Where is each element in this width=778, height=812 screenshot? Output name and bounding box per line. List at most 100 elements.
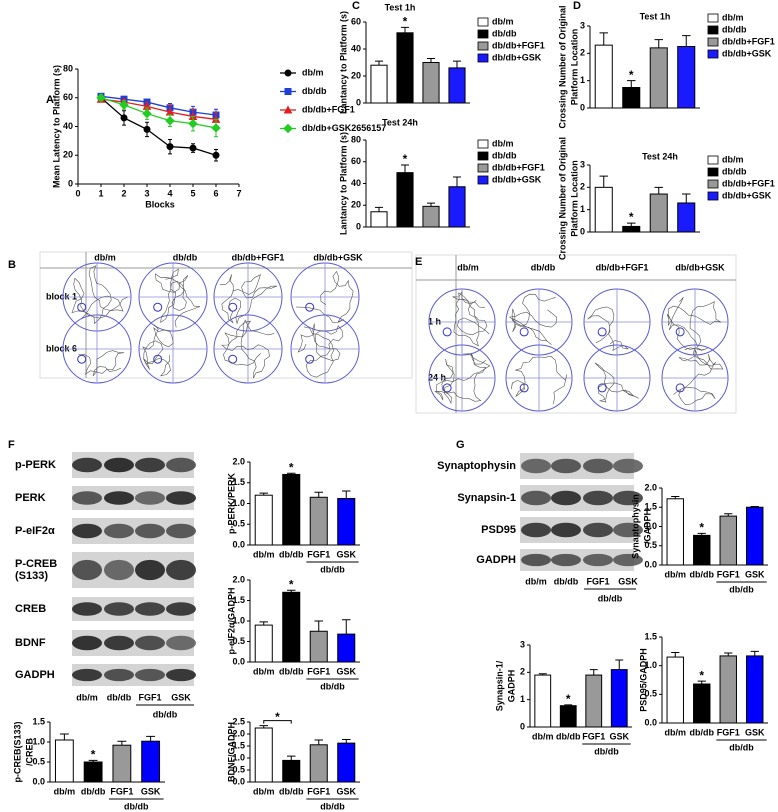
y-tick-label: 0.5 (232, 636, 245, 646)
bar (54, 739, 74, 783)
y-axis-label: Mean Latency to Platform (s) (51, 65, 61, 188)
bar (448, 67, 466, 104)
panel-label: C (352, 0, 360, 12)
blot-lane-label: db/m (76, 692, 98, 702)
y-axis-label: Lantancy to Platform (s) (338, 11, 348, 114)
series-line (100, 97, 217, 156)
panel-label: D (573, 0, 581, 12)
blot-band (72, 491, 102, 505)
y-tick-label: 60 (63, 92, 73, 102)
platform (305, 302, 315, 312)
group-label: db/db (320, 801, 345, 811)
error-bar (671, 651, 680, 658)
y-tick-label: 1.5 (232, 595, 245, 605)
y-tick-label: 1.5 (32, 716, 45, 726)
y-tick-label: 2.0 (644, 482, 657, 492)
marker (189, 144, 197, 152)
y-tick-label: 2.0 (232, 574, 245, 584)
blot-band (104, 602, 134, 616)
x-tick-label: FGF1 (717, 569, 740, 579)
series-line (100, 95, 217, 116)
y-tick-label: 1.0 (32, 736, 45, 746)
blot-band (583, 490, 613, 506)
legend-swatch (477, 17, 489, 27)
swim-path (221, 319, 275, 379)
error-bar (374, 206, 384, 212)
annotation: * (403, 152, 408, 166)
x-tick-label: GSK (609, 731, 629, 741)
x-tick-label: 4 (167, 188, 172, 198)
maze-row-label: block 1 (46, 291, 77, 301)
y-tick-label: 20 (63, 150, 73, 160)
bar (309, 496, 328, 546)
error-bar (681, 35, 691, 47)
annotation: * (289, 577, 294, 591)
y-tick-label: 1.0 (232, 498, 245, 508)
x-tick-label: FGF1 (582, 731, 605, 741)
swim-path (297, 323, 344, 378)
legend-label: db/db+FGF1 (722, 36, 775, 46)
x-axis-label: Blocks (145, 199, 175, 209)
blot-band (104, 457, 134, 473)
error-bar (400, 164, 410, 173)
swim-path (594, 362, 639, 403)
bar (746, 506, 764, 566)
blot-band (166, 602, 196, 616)
error-bar (341, 619, 351, 635)
y-tick-label: 80 (351, 134, 361, 144)
error-bar (599, 175, 609, 188)
marker (166, 143, 174, 151)
panel-label: E (415, 256, 422, 268)
bar (622, 87, 641, 109)
bar (448, 186, 466, 228)
y-tick-label: 0.0 (232, 776, 245, 786)
platform (597, 383, 607, 393)
chart-title: Test 24h (382, 117, 418, 127)
marker (188, 118, 198, 129)
legend-swatch (477, 41, 489, 51)
platform (442, 383, 452, 393)
blot-band (135, 559, 165, 581)
bar (677, 202, 696, 233)
y-tick-label: 1 (580, 75, 585, 85)
bar (559, 705, 577, 728)
blot-band (135, 602, 165, 616)
y-tick-label: 20 (351, 200, 361, 210)
legend-label: db/m (722, 12, 744, 22)
bar (370, 64, 388, 104)
blot-band (166, 523, 196, 539)
legend-swatch (477, 175, 489, 185)
legend-label: db/db+FGF1 (302, 104, 355, 114)
bar (396, 172, 414, 228)
bar (677, 46, 696, 109)
blot-row-label: CREB (15, 603, 46, 615)
x-tick-label: 1 (98, 188, 103, 198)
blot-band (583, 553, 613, 567)
blot-lane-label: db/db (554, 576, 579, 586)
panel-e-frame (415, 254, 737, 414)
blot-row-label: Synapsin-1 (457, 492, 516, 504)
blot-row-label: GADPH (15, 669, 55, 681)
x-tick-label: db/db (279, 786, 304, 796)
blot-group-label: db/db (598, 593, 623, 603)
blot-band (521, 522, 551, 538)
chart-title: Test 1h (640, 11, 671, 21)
error-bar (400, 26, 410, 33)
marker (284, 69, 292, 77)
y-tick-label: 20 (351, 70, 361, 80)
blot-band (135, 523, 165, 539)
y-axis-label: Platform Location (569, 29, 579, 106)
y-tick-label: 1.0 (644, 660, 657, 670)
annotation: * (289, 460, 294, 474)
y-axis-label: Crossing Number of Original (557, 5, 567, 128)
y-tick-label: 40 (351, 178, 361, 188)
blot-band (551, 490, 581, 506)
legend-swatch (707, 167, 719, 177)
blot-band (551, 458, 581, 474)
annotation: * (699, 668, 704, 682)
platform (519, 327, 529, 337)
y-axis-label: p-CREB(S133) (12, 721, 22, 782)
blot-band (104, 491, 134, 505)
blot-band (583, 458, 613, 474)
blot-band (613, 553, 643, 567)
